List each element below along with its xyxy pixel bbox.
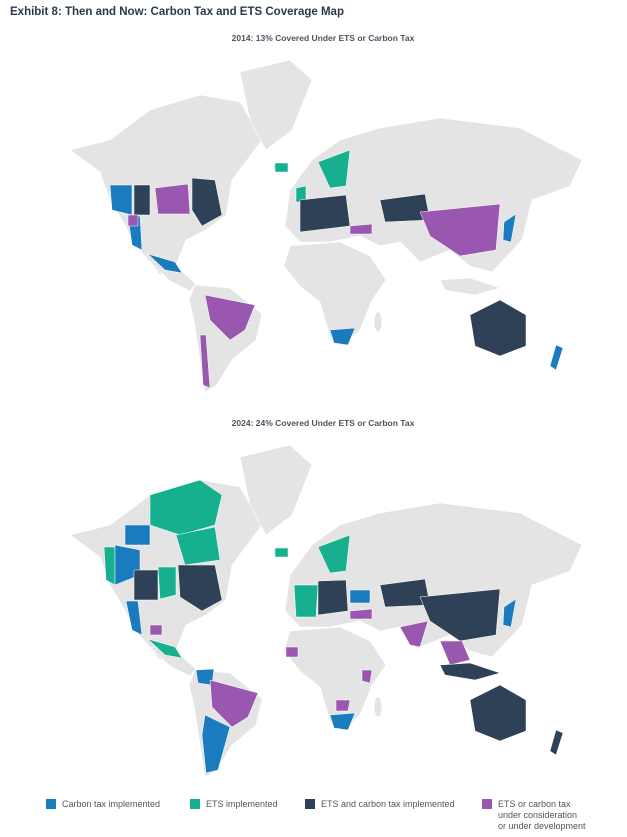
region	[103, 546, 116, 586]
region	[125, 600, 143, 636]
region	[299, 194, 351, 233]
legend-swatch	[190, 799, 200, 809]
legend-label: Carbon tax implemented	[62, 799, 160, 809]
legend-label: ETS implemented	[206, 799, 278, 809]
region	[204, 294, 256, 341]
region	[147, 638, 183, 659]
region	[124, 524, 151, 546]
region	[469, 299, 527, 357]
region	[361, 669, 373, 684]
region	[209, 679, 259, 728]
region	[274, 162, 289, 173]
region	[177, 564, 223, 612]
region	[133, 569, 159, 601]
region	[293, 584, 319, 618]
region	[274, 547, 289, 558]
region	[335, 699, 351, 712]
region	[317, 534, 351, 574]
region	[191, 177, 223, 227]
legend-label: ETS and carbon tax implemented	[321, 799, 455, 809]
region	[349, 223, 373, 235]
region	[349, 589, 371, 604]
region	[549, 344, 564, 371]
region	[133, 184, 151, 216]
region	[175, 526, 221, 566]
region	[439, 662, 501, 681]
region	[502, 598, 517, 628]
region	[399, 620, 429, 648]
region	[419, 203, 501, 257]
region	[502, 213, 517, 243]
legend-swatch	[46, 799, 56, 809]
map-2024	[69, 444, 583, 778]
legend-label: ETS or carbon tax	[498, 799, 571, 809]
region	[329, 327, 356, 346]
region	[149, 624, 163, 636]
legend-swatch	[482, 799, 492, 809]
map-subtitle: 2014: 13% Covered Under ETS or Carbon Ta…	[232, 33, 415, 43]
region	[199, 334, 211, 389]
region	[147, 253, 183, 274]
legend-swatch	[305, 799, 315, 809]
region	[157, 566, 177, 600]
map-2014	[69, 59, 583, 393]
region	[285, 646, 299, 658]
region	[329, 712, 356, 731]
legend-label: under consideration	[498, 810, 577, 820]
region	[469, 684, 527, 742]
region	[549, 729, 564, 756]
title: Exhibit 8: Then and Now: Carbon Tax and …	[10, 6, 344, 18]
region	[154, 183, 191, 215]
region	[349, 608, 373, 620]
region	[317, 149, 351, 189]
region	[109, 184, 133, 216]
region	[201, 714, 231, 774]
region	[419, 588, 501, 642]
region	[439, 640, 471, 666]
map-subtitle: 2024: 24% Covered Under ETS or Carbon Ta…	[232, 418, 415, 428]
legend: Carbon tax implemented ETS implemented E…	[46, 799, 586, 831]
region	[317, 579, 349, 616]
legend-label: or under development	[498, 821, 586, 831]
region	[127, 214, 139, 227]
